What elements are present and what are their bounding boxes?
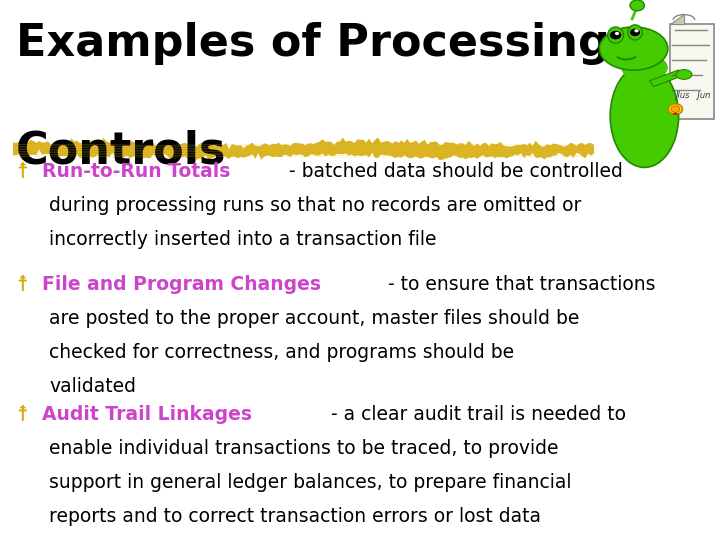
- Text: enable individual transactions to be traced, to provide: enable individual transactions to be tra…: [49, 439, 559, 458]
- Ellipse shape: [616, 92, 673, 124]
- Text: Run-to-Run Totals: Run-to-Run Totals: [42, 162, 230, 181]
- Text: Audit Trail Linkages: Audit Trail Linkages: [42, 405, 252, 424]
- Text: incorrectly inserted into a transaction file: incorrectly inserted into a transaction …: [49, 230, 436, 249]
- Ellipse shape: [608, 27, 624, 43]
- FancyBboxPatch shape: [670, 24, 714, 119]
- Circle shape: [630, 0, 644, 11]
- Circle shape: [671, 106, 680, 112]
- Polygon shape: [670, 14, 684, 24]
- Text: ☨: ☨: [16, 405, 27, 425]
- Ellipse shape: [628, 25, 642, 40]
- Text: are posted to the proper account, master files should be: are posted to the proper account, master…: [49, 309, 580, 328]
- Ellipse shape: [676, 70, 692, 79]
- Ellipse shape: [599, 27, 668, 70]
- FancyArrow shape: [649, 70, 683, 86]
- Text: during processing runs so that no records are omitted or: during processing runs so that no record…: [49, 196, 581, 215]
- Circle shape: [634, 29, 639, 32]
- Polygon shape: [13, 137, 594, 163]
- Polygon shape: [672, 112, 678, 114]
- Text: - batched data should be controlled: - batched data should be controlled: [283, 162, 623, 181]
- Ellipse shape: [621, 54, 668, 81]
- Text: - a clear audit trail is needed to: - a clear audit trail is needed to: [325, 405, 626, 424]
- Circle shape: [668, 104, 683, 114]
- Ellipse shape: [610, 65, 679, 167]
- Text: checked for correctness, and programs should be: checked for correctness, and programs sh…: [49, 343, 514, 362]
- Circle shape: [615, 32, 619, 35]
- Text: Examples of Processing: Examples of Processing: [16, 22, 610, 65]
- Text: ☨: ☨: [16, 162, 27, 182]
- Circle shape: [630, 29, 640, 36]
- Text: ☨: ☨: [16, 275, 27, 295]
- Circle shape: [610, 31, 621, 39]
- Text: Controls: Controls: [16, 130, 226, 173]
- Text: File and Program Changes: File and Program Changes: [42, 275, 321, 294]
- Text: validated: validated: [49, 377, 136, 396]
- Text: reports and to correct transaction errors or lost data: reports and to correct transaction error…: [49, 507, 541, 526]
- Text: Jlus   Jun: Jlus Jun: [675, 91, 711, 100]
- Text: - to ensure that transactions: - to ensure that transactions: [382, 275, 655, 294]
- Text: support in general ledger balances, to prepare financial: support in general ledger balances, to p…: [49, 473, 572, 492]
